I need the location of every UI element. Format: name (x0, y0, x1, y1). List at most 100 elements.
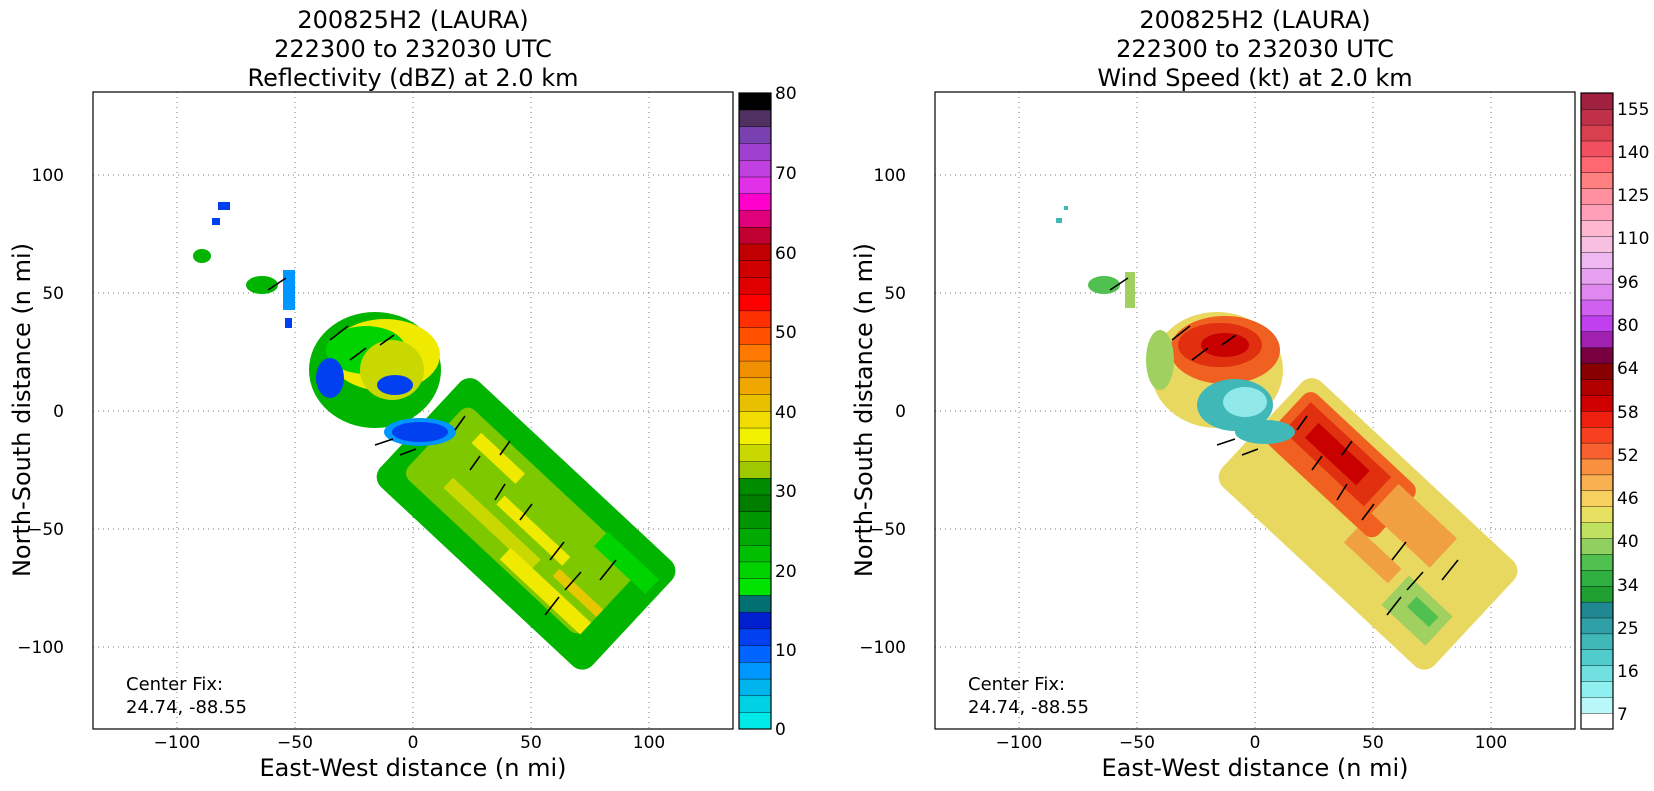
colorbar-tick: 10 (775, 641, 797, 661)
colorbar-segment (1580, 617, 1614, 635)
x-axis-label: East-West distance (n mi) (259, 754, 566, 782)
colorbar-segment (1580, 188, 1614, 205)
colorbar-segment (1580, 124, 1614, 142)
colorbar-segment (738, 645, 772, 663)
colorbar-segment (738, 193, 772, 211)
panel-title-line-3: Wind Speed (kt) at 2.0 km (1097, 64, 1412, 92)
colorbar-tick: 46 (1617, 489, 1639, 509)
colorbar-segment (738, 661, 772, 680)
colorbar-segment (738, 109, 772, 127)
colorbar-tick: 58 (1617, 403, 1639, 423)
colorbar-segment (738, 143, 772, 161)
colorbar-segment (738, 394, 772, 412)
colorbar-segment (1580, 506, 1614, 523)
colorbar-tick: 70 (775, 164, 797, 184)
colorbar-tick-labels: 155 140 125 110 96 80 64 58 52 46 40 34 … (1617, 100, 1649, 725)
x-tick-label: 50 (1362, 733, 1384, 753)
colorbar-segment (738, 712, 772, 730)
colorbar-segment (738, 276, 772, 295)
wind-speed-colorbar (1580, 92, 1614, 730)
colorbar-segment (738, 678, 772, 697)
colorbar-segment (1580, 458, 1614, 476)
x-tick-label: −50 (277, 733, 313, 753)
panel-title-line-3: Reflectivity (dBZ) at 2.0 km (248, 64, 579, 92)
colorbar-segment (1580, 410, 1614, 428)
colorbar-segment (1580, 490, 1614, 507)
colorbar-segment (738, 92, 772, 111)
colorbar-segment (738, 494, 772, 512)
panel-title-line-1: 200825H2 (LAURA) (1139, 6, 1370, 34)
colorbar-segment (1580, 426, 1614, 444)
reflectivity-colorbar (738, 92, 772, 730)
colorbar-tick: 16 (1617, 662, 1639, 682)
colorbar-segment (1580, 569, 1614, 587)
colorbar-tick: 40 (1617, 532, 1639, 552)
center-fix-label: Center Fix: (968, 674, 1065, 695)
colorbar-segment (1580, 379, 1614, 396)
colorbar-segment (1580, 235, 1614, 253)
plot-frame (934, 91, 1576, 730)
colorbar-segment (1580, 204, 1614, 221)
colorbar-segment (1580, 649, 1614, 666)
colorbar-segment (1580, 538, 1614, 555)
x-tick-label: 0 (1250, 733, 1261, 753)
colorbar-segment (738, 461, 772, 479)
center-fix-label: Center Fix: (126, 674, 223, 695)
colorbar-tick: 80 (1617, 316, 1639, 336)
colorbar-segment (738, 159, 772, 178)
colorbar-segment (1580, 442, 1614, 460)
colorbar-segment (1580, 172, 1614, 189)
colorbar-segment (738, 126, 772, 144)
colorbar-segment (738, 343, 772, 362)
colorbar-segment (1580, 92, 1614, 110)
y-tick-label: 100 (874, 166, 906, 186)
colorbar-segment (738, 310, 772, 328)
y-axis-label: North-South distance (n mi) (850, 243, 878, 577)
x-axis-ticks: −100 −50 0 50 100 (154, 733, 666, 753)
colorbar-segment (1580, 363, 1614, 380)
colorbar-segment (738, 611, 772, 630)
colorbar-segment (1580, 585, 1614, 603)
colorbar-segment (1580, 522, 1614, 539)
colorbar-tick: 64 (1617, 359, 1639, 379)
colorbar-segment (1580, 474, 1614, 492)
colorbar-frame (1580, 92, 1614, 730)
colorbar-segment (1580, 681, 1614, 698)
colorbar-tick: 155 (1617, 100, 1649, 120)
colorbar-segment (738, 360, 772, 379)
x-tick-label: 100 (1475, 733, 1507, 753)
wind-barbs (1109, 277, 1459, 616)
panel-title-line-1: 200825H2 (LAURA) (297, 6, 528, 34)
x-tick-label: −100 (154, 733, 201, 753)
y-tick-label: 0 (53, 402, 64, 422)
y-tick-label: −50 (870, 520, 906, 540)
reflectivity-field (193, 202, 676, 670)
colorbar-segment (738, 427, 772, 445)
y-tick-label: 100 (32, 166, 64, 186)
y-axis-ticks: 100 50 0 −50 −100 (17, 166, 64, 658)
colorbar-segment (738, 561, 772, 579)
panel-title-line-2: 222300 to 232030 UTC (1116, 35, 1394, 63)
colorbar-segment (738, 594, 772, 613)
colorbar-tick: 80 (775, 84, 797, 104)
colorbar-segment (1580, 347, 1614, 364)
colorbar-segment (738, 477, 772, 496)
colorbar-segment (738, 293, 772, 312)
colorbar-segment (1580, 665, 1614, 682)
colorbar-segment (738, 527, 772, 546)
x-axis-ticks: −100 −50 0 50 100 (996, 733, 1508, 753)
colorbar-tick: 60 (775, 244, 797, 264)
colorbar-segment (1580, 156, 1614, 174)
wind-barbs (267, 277, 617, 616)
colorbar-tick: 50 (775, 323, 797, 343)
colorbar-segment (1580, 251, 1614, 269)
plot-frame (92, 91, 734, 730)
x-axis-label: East-West distance (n mi) (1101, 754, 1408, 782)
colorbar-segment (738, 511, 772, 529)
colorbar-segment (738, 327, 772, 345)
colorbar-segment (738, 544, 772, 563)
center-fix-value: 24.74, -88.55 (126, 697, 247, 718)
y-tick-label: −50 (28, 520, 64, 540)
x-tick-label: 100 (633, 733, 665, 753)
